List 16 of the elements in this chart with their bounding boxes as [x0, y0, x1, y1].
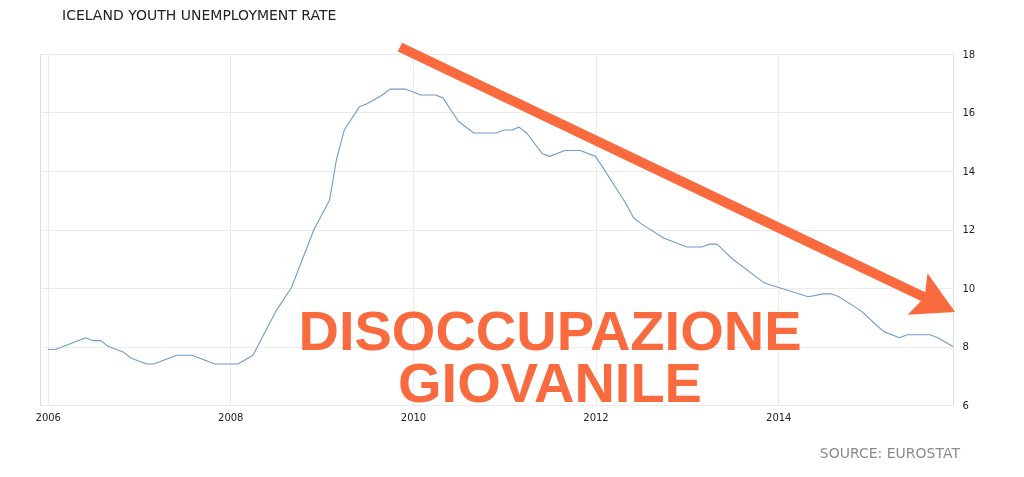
y-tick-label: 18 — [962, 48, 976, 60]
x-tick-label: 2010 — [400, 411, 427, 423]
line-series — [47, 88, 954, 365]
x-tick-label: 2012 — [583, 411, 609, 423]
y-tick-label: 10 — [962, 282, 976, 294]
annotation: DISOCCUPAZIONE GIOVANILE — [298, 299, 802, 414]
x-tick-label: 2014 — [766, 411, 792, 423]
y-tick-label: 8 — [962, 341, 969, 352]
y-tick-label: 6 — [962, 399, 969, 411]
chart-title: ICELAND YOUTH UNEMPLOYMENT RATE — [62, 6, 337, 23]
y-tick-label: 16 — [962, 107, 976, 118]
source-note: SOURCE: EUROSTAT — [819, 445, 961, 461]
x-tick-label: 2008 — [218, 411, 244, 423]
y-tick-label: 14 — [962, 165, 976, 177]
y-tick-label: 12 — [962, 224, 976, 235]
x-tick-label: 2006 — [35, 411, 61, 423]
